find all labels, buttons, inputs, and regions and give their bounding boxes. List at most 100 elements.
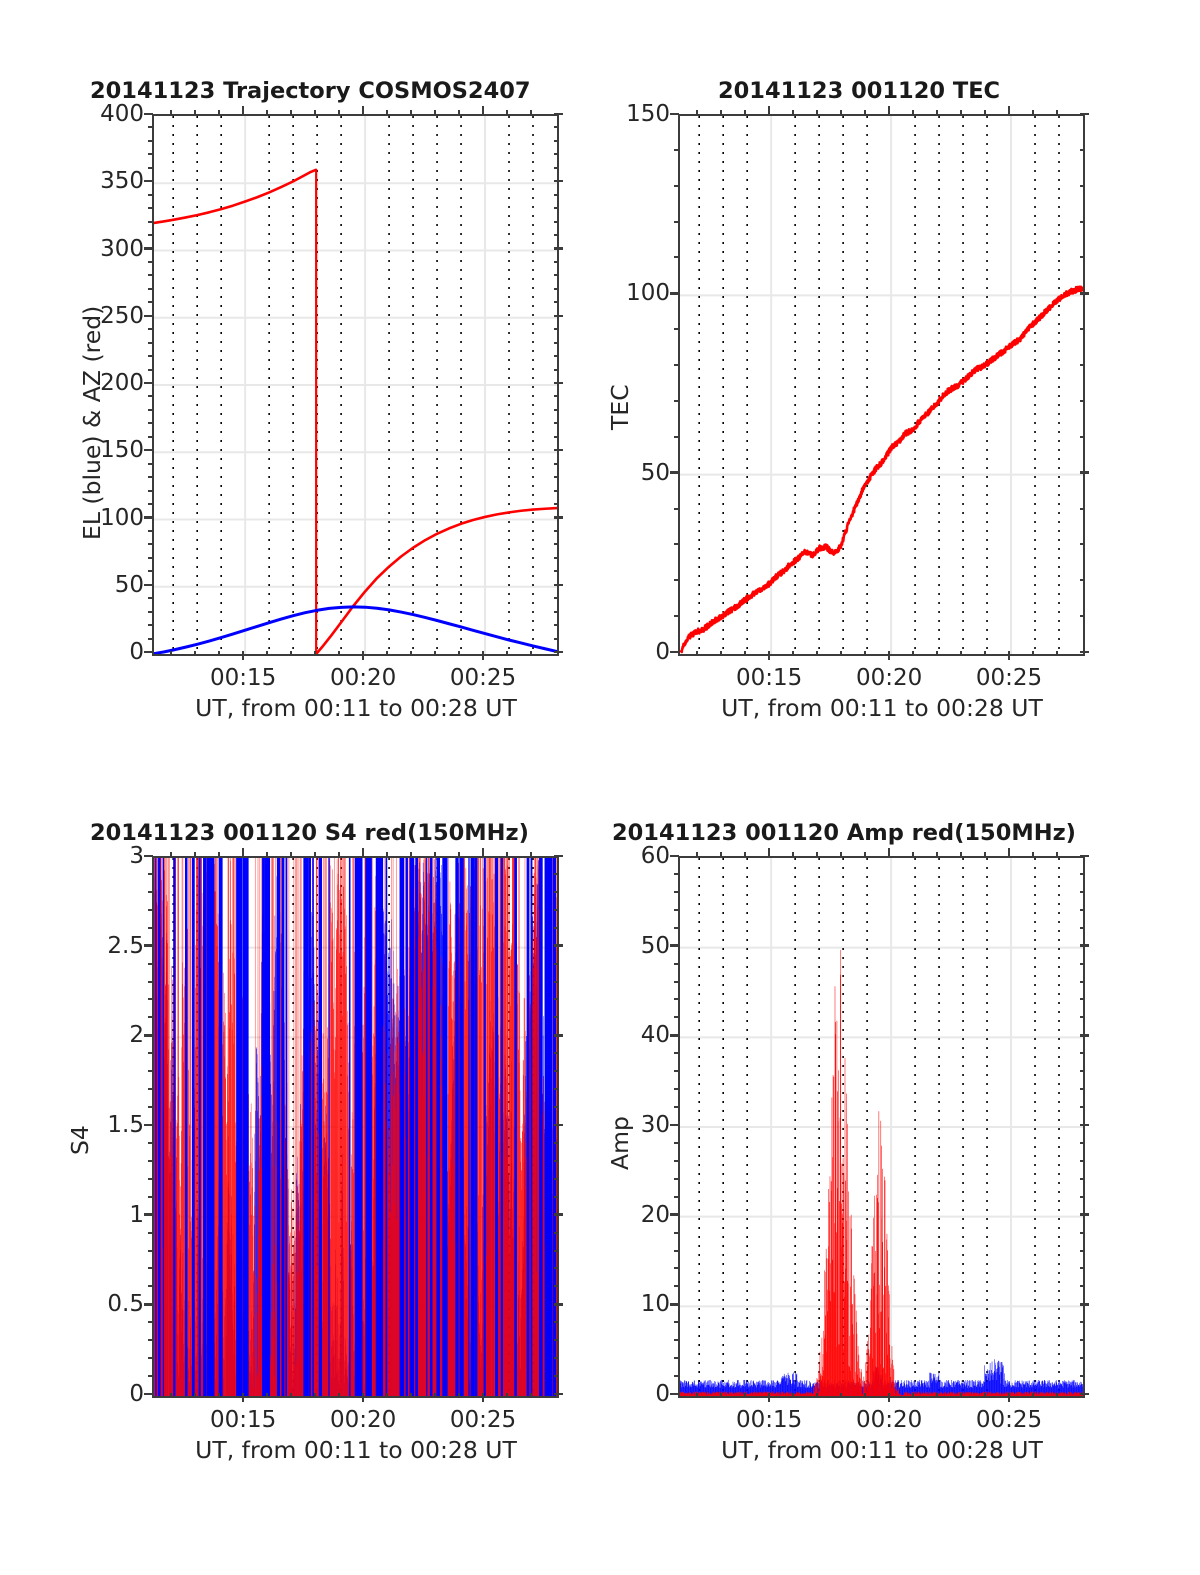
y-tick-minor-right [554,368,559,371]
y-tick-minor-right [1080,998,1085,1001]
x-tick-minor-top [434,110,437,115]
y-tick-minor [674,256,679,259]
y-tick-minor [148,962,153,965]
x-tick-minor [194,651,197,656]
y-tick-minor [148,1267,153,1270]
y-tick-label: 150 [100,437,144,464]
y-tick-minor-right [1080,890,1085,893]
s4-blue-spike [308,858,312,1396]
y-tick-minor-right [554,624,559,627]
y-tick-minor [148,234,153,237]
y-tick-major-right [554,1123,563,1127]
y-tick-major-right [1080,471,1089,474]
x-tick-minor-top [840,852,843,857]
s4-blue-spike [210,858,212,1396]
y-tick-minor-right [1080,1339,1085,1342]
x-tick-minor [1032,1393,1035,1398]
y-tick-minor-right [554,1177,559,1180]
s4-axes[interactable] [152,856,559,1398]
y-tick-major-right [554,381,563,385]
y-tick-label: 1.5 [107,1112,144,1138]
y-tick-minor [674,1088,679,1091]
trajectory-axes[interactable] [152,114,559,656]
x-tick-minor-top [960,110,963,115]
x-tick-minor [266,1393,269,1398]
x-tick-minor-top [696,852,699,857]
y-tick-minor-right [554,260,559,263]
x-tick-minor-top [936,852,939,857]
s4-blue-spike [191,858,195,1396]
x-tick-label: 00:15 [209,665,277,691]
s4-blue-spike [155,858,157,1396]
x-tick-minor [290,1393,293,1398]
tec-xlabel: UT, from 00:11 to 00:28 UT [721,694,1043,722]
y-tick-minor-right [1080,507,1085,510]
y-tick-minor [148,1249,153,1252]
x-tick-minor [936,651,939,656]
x-tick-minor [458,651,461,656]
x-tick-minor [218,651,221,656]
y-tick-minor [674,1339,679,1342]
x-tick-minor-top [410,110,413,115]
y-tick-label: 100 [100,504,144,531]
plot-canvas [680,116,1083,654]
y-tick-minor-right [554,207,559,210]
s4-blue-spike [348,858,351,1396]
x-tick-minor [864,651,867,656]
y-tick-label: 100 [626,280,670,307]
y-tick-major [144,449,153,452]
y-tick-minor-right [554,476,559,479]
y-tick-minor-right [1080,148,1085,151]
y-tick-minor-right [554,890,559,893]
y-tick-label: 0 [129,639,144,665]
y-tick-minor [148,126,153,129]
s4-blue-spike [526,858,530,1396]
x-tick-major-top [1007,848,1011,857]
s4-blue-spike [303,858,307,1396]
y-tick-minor [148,1088,153,1091]
y-tick-minor-right [554,287,559,290]
y-tick-label: 400 [100,101,144,127]
x-tick-minor-top [266,110,269,115]
s4-blue-spike [442,858,446,1396]
y-tick-minor-right [554,872,559,875]
y-tick-minor [148,1052,153,1055]
y-tick-minor-right [554,1088,559,1091]
x-tick-label: 00:20 [329,1407,397,1433]
y-tick-minor [674,1321,679,1324]
x-tick-minor [984,1393,987,1398]
x-tick-minor [744,1393,747,1398]
y-tick-major-right [554,314,563,317]
y-tick-minor [674,1249,679,1252]
s4-blue-spike [455,858,457,1396]
y-tick-minor-right [554,1159,559,1162]
amp-axes[interactable] [678,856,1085,1398]
tec-axes[interactable] [678,114,1085,656]
x-tick-minor [386,1393,389,1398]
y-tick-minor-right [554,1195,559,1198]
y-tick-minor-right [554,355,559,358]
x-tick-minor [960,1393,963,1398]
y-tick-major [144,854,153,858]
x-tick-minor-top [218,852,221,857]
x-tick-minor-top [386,852,389,857]
s4-blue-spike [158,858,161,1396]
x-tick-minor [338,651,341,656]
trajectory-title: 20141123 Trajectory COSMOS2407 [90,78,531,104]
s4-blue-spike [530,858,533,1396]
y-tick-label: 20 [640,1201,670,1228]
y-tick-minor-right [554,980,559,983]
y-tick-minor [674,1231,679,1234]
x-tick-minor-top [194,852,197,857]
y-tick-minor-right [1080,980,1085,983]
y-tick-major-right [554,944,563,947]
y-tick-major-right [1080,854,1089,858]
y-tick-minor [674,980,679,983]
s4-blue-spike [514,858,517,1396]
y-tick-major [670,1213,679,1216]
y-tick-minor-right [1080,1321,1085,1324]
s4-blue-spike [237,858,241,1396]
y-tick-minor-right [554,1141,559,1144]
x-tick-minor-top [458,852,461,857]
s4-blue-spike [203,858,207,1396]
